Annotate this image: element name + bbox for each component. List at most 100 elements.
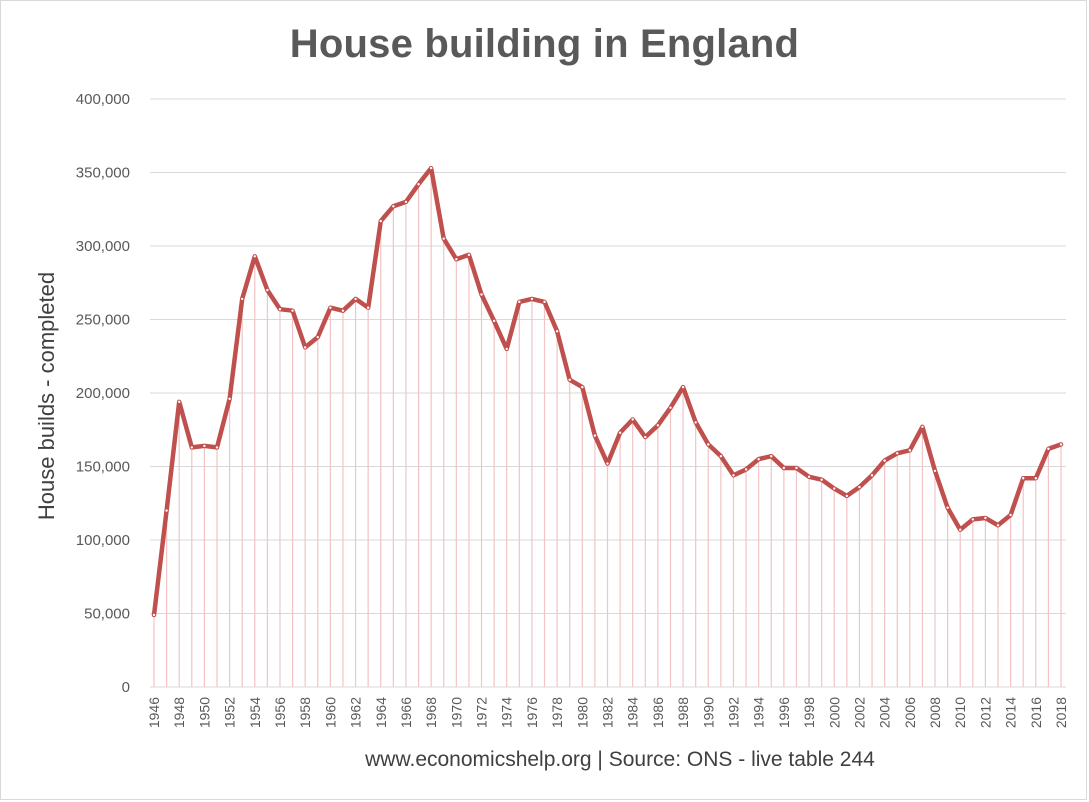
data-point <box>618 431 622 434</box>
y-tick-label: 50,000 <box>84 606 130 623</box>
data-point <box>820 478 823 481</box>
data-point <box>417 183 420 186</box>
data-point <box>933 469 937 473</box>
x-tick-label: 1966 <box>398 697 414 728</box>
data-point <box>177 400 181 404</box>
data-point <box>631 418 634 421</box>
data-point <box>215 446 219 449</box>
x-tick-label: 1998 <box>801 697 817 728</box>
data-point <box>656 424 660 427</box>
data-point <box>984 516 987 520</box>
data-point <box>354 297 357 301</box>
data-point <box>316 335 319 339</box>
x-tick-label: 1992 <box>725 697 741 728</box>
data-point <box>732 474 735 477</box>
data-point <box>845 494 849 498</box>
x-tick-label: 2016 <box>1028 697 1044 728</box>
y-tick-label: 300,000 <box>76 238 130 255</box>
x-tick-label: 1976 <box>524 697 540 728</box>
data-point <box>719 455 723 458</box>
x-axis-tick-labels: 1946 1948 1950 1952 1954 1956 1958 1960 1962 1964… <box>146 697 1069 728</box>
x-tick-label: 1948 <box>171 697 187 728</box>
data-point <box>908 449 912 452</box>
data-point <box>795 466 798 470</box>
data-point <box>883 459 886 462</box>
data-point <box>568 378 571 381</box>
data-point <box>455 258 458 261</box>
x-tick-label: 1960 <box>322 697 338 728</box>
x-tick-label: 2014 <box>1003 697 1019 728</box>
data-point <box>959 528 962 531</box>
data-point <box>291 309 294 312</box>
data-point <box>190 446 193 449</box>
x-tick-label: 1982 <box>600 697 616 728</box>
data-point <box>971 518 975 521</box>
data-point <box>681 385 685 389</box>
x-tick-label: 1986 <box>650 697 666 728</box>
data-point <box>1047 447 1050 451</box>
data-point <box>366 306 370 309</box>
x-tick-label: 2008 <box>927 697 943 728</box>
y-tick-label: 250,000 <box>76 312 130 329</box>
data-point <box>644 435 647 439</box>
x-tick-label: 1970 <box>448 697 464 728</box>
data-point <box>228 397 231 401</box>
x-tick-label: 1964 <box>373 697 389 728</box>
data-point <box>329 306 332 309</box>
data-point <box>1009 513 1012 517</box>
data-point <box>253 255 256 258</box>
x-tick-label: 2010 <box>952 697 968 728</box>
data-point <box>870 474 874 477</box>
data-point <box>505 347 508 351</box>
data-point <box>807 475 811 478</box>
data-point <box>669 406 672 409</box>
data-point <box>467 253 471 257</box>
x-tick-label: 1952 <box>222 697 238 728</box>
y-tick-label: 400,000 <box>76 91 130 108</box>
x-tick-label: 1984 <box>625 697 641 728</box>
data-point <box>404 200 408 204</box>
x-tick-label: 2012 <box>977 697 993 728</box>
x-tick-label: 1988 <box>675 697 691 728</box>
data-point <box>543 300 546 304</box>
data-point <box>530 297 534 301</box>
data-point <box>165 509 168 512</box>
data-point <box>896 452 899 455</box>
x-tick-label: 1980 <box>574 697 590 728</box>
x-tick-label: 1958 <box>297 697 313 728</box>
chart-title: House building in England <box>289 22 800 66</box>
source-footer: www.economicshelp.org | Source: ONS - li… <box>365 748 875 771</box>
data-point <box>757 457 760 461</box>
data-points <box>152 166 1063 617</box>
data-point <box>581 385 584 389</box>
x-tick-label: 1950 <box>196 697 212 728</box>
x-tick-label: 2002 <box>851 697 867 728</box>
x-tick-label: 1954 <box>247 697 263 728</box>
data-point <box>303 346 307 349</box>
x-tick-label: 2000 <box>826 697 842 728</box>
data-point <box>518 300 521 304</box>
data-point <box>833 487 836 490</box>
data-point <box>1034 477 1038 480</box>
y-tick-label: 0 <box>122 679 130 696</box>
data-point <box>770 455 773 458</box>
data-point <box>266 288 269 292</box>
data-point <box>429 166 433 170</box>
drop-lines <box>153 168 1062 687</box>
x-tick-label: 2006 <box>902 697 918 728</box>
x-tick-label: 1974 <box>499 697 515 728</box>
x-tick-label: 1978 <box>549 697 565 728</box>
y-tick-label: 100,000 <box>76 532 130 549</box>
data-point <box>707 443 710 446</box>
data-point <box>1022 477 1025 480</box>
x-tick-label: 1968 <box>423 697 439 728</box>
data-point <box>996 524 1000 527</box>
data-point <box>782 466 786 470</box>
data-point <box>555 330 559 333</box>
data-point <box>744 468 748 471</box>
x-tick-label: 1996 <box>776 697 792 728</box>
x-tick-label: 2004 <box>877 697 893 728</box>
x-tick-label: 2018 <box>1053 697 1069 728</box>
